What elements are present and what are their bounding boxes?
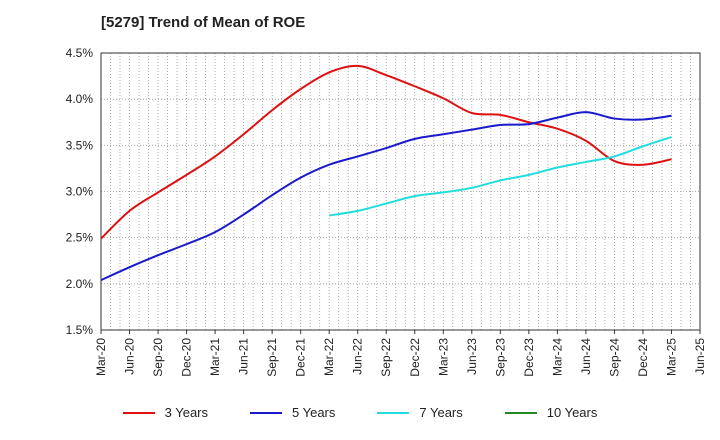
- legend-swatch-10-years: [504, 411, 537, 414]
- x-tick-label: Jun-22: [351, 338, 365, 375]
- x-tick-label: Mar-23: [436, 338, 450, 376]
- x-tick-label: Dec-22: [408, 338, 422, 377]
- legend-item-5-years: 5 Years: [250, 405, 335, 420]
- x-tick-label: Sep-23: [493, 338, 507, 377]
- y-tick-label: 4.0%: [66, 92, 94, 106]
- legend-item-7-years: 7 Years: [377, 405, 463, 420]
- y-tick-label: 4.5%: [66, 46, 94, 60]
- x-tick-label: Dec-23: [522, 338, 536, 377]
- legend-swatch-5-years: [250, 411, 282, 414]
- x-tick-label: Sep-22: [379, 338, 393, 377]
- series-line-5-years: [100, 111, 672, 282]
- y-tick-label: 1.5%: [66, 323, 94, 337]
- x-tick-label: Mar-25: [664, 338, 678, 376]
- legend-item-3-years: 3 Years: [122, 405, 208, 420]
- legend-item-10-years: 10 Years: [504, 405, 598, 420]
- legend-swatch-7-years: [377, 411, 410, 414]
- y-tick-label: 2.5%: [66, 231, 94, 245]
- chart-legend: 3 Years 5 Years 7 Years 10 Years: [0, 405, 720, 420]
- x-tick-label: Dec-21: [294, 338, 308, 377]
- legend-label-5-years: 5 Years: [292, 405, 336, 420]
- x-tick-label: Jun-21: [237, 338, 251, 375]
- series-line-7-years: [329, 136, 672, 217]
- x-tick-label: Jun-24: [579, 338, 593, 375]
- x-tick-label: Sep-21: [265, 338, 279, 377]
- y-tick-label: 3.0%: [66, 185, 94, 199]
- plot-frame: [100, 52, 701, 331]
- x-tick-label: Mar-24: [550, 338, 564, 376]
- x-tick-label: Jun-20: [123, 338, 137, 375]
- y-tick-label: 3.5%: [66, 138, 94, 152]
- x-tick-label: Sep-24: [607, 338, 621, 377]
- x-tick-label: Jun-25: [693, 338, 707, 375]
- legend-label-10-years: 10 Years: [546, 405, 598, 420]
- x-tick-label: Mar-20: [94, 338, 108, 376]
- x-tick-label: Dec-24: [636, 338, 650, 377]
- x-tick-label: Sep-20: [151, 338, 165, 377]
- series-line-3-years: [100, 64, 672, 240]
- legend-label-7-years: 7 Years: [419, 405, 463, 420]
- x-tick-label: Jun-23: [465, 338, 479, 375]
- x-tick-label: Mar-22: [322, 338, 336, 376]
- x-tick-label: Mar-21: [208, 338, 222, 376]
- y-tick-label: 2.0%: [66, 277, 94, 291]
- chart-title: [5279] Trend of Mean of ROE: [101, 14, 306, 31]
- legend-label-3-years: 3 Years: [164, 405, 208, 420]
- x-tick-label: Dec-20: [180, 338, 194, 377]
- legend-swatch-3-years: [122, 411, 155, 414]
